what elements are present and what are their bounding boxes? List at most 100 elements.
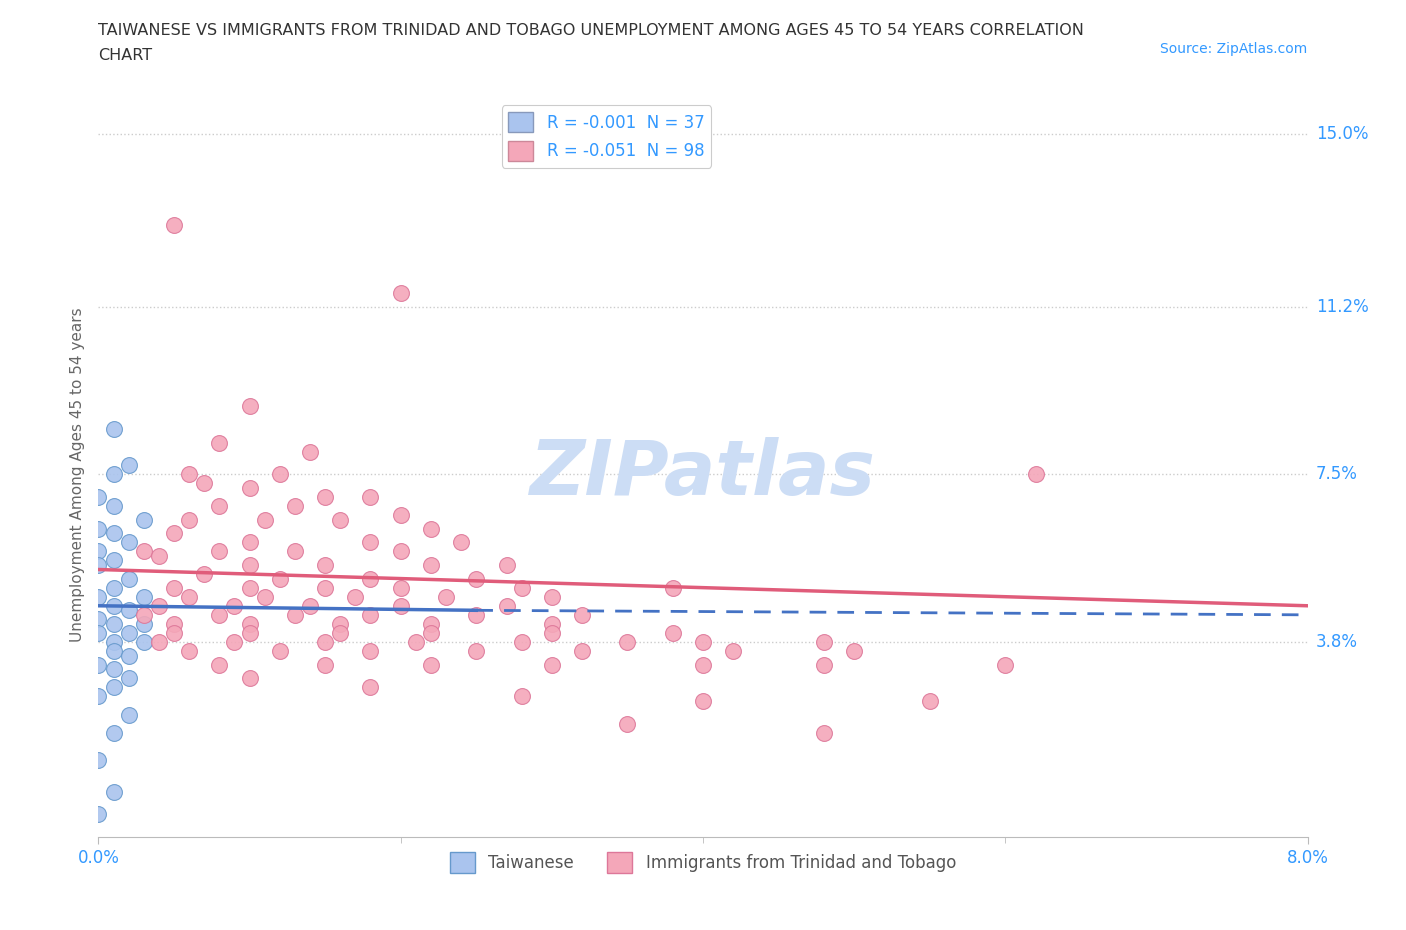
Point: [344, 590, 367, 604]
Point: [208, 498, 231, 513]
Point: [314, 558, 336, 573]
Point: [103, 580, 125, 595]
Point: [465, 644, 488, 658]
Text: TAIWANESE VS IMMIGRANTS FROM TRINIDAD AND TOBAGO UNEMPLOYMENT AMONG AGES 45 TO 5: TAIWANESE VS IMMIGRANTS FROM TRINIDAD AN…: [98, 23, 1084, 38]
Point: [269, 644, 291, 658]
Point: [118, 535, 141, 550]
Point: [465, 571, 488, 586]
Point: [103, 784, 125, 799]
Point: [239, 399, 262, 414]
Point: [813, 634, 835, 649]
Point: [239, 671, 262, 685]
Point: [540, 658, 562, 672]
Point: [571, 644, 593, 658]
Point: [239, 580, 262, 595]
Point: [87, 521, 110, 536]
Point: [844, 644, 866, 658]
Point: [118, 626, 141, 641]
Point: [208, 435, 231, 450]
Point: [132, 617, 155, 631]
Point: [132, 607, 155, 622]
Point: [163, 525, 186, 540]
Point: [299, 445, 322, 459]
Point: [103, 553, 125, 568]
Point: [224, 634, 246, 649]
Point: [360, 644, 382, 658]
Point: [239, 535, 262, 550]
Point: [253, 512, 276, 527]
Text: CHART: CHART: [98, 48, 152, 63]
Point: [87, 612, 110, 627]
Point: [103, 467, 125, 482]
Point: [540, 617, 562, 631]
Point: [299, 598, 322, 613]
Point: [87, 544, 110, 559]
Point: [132, 512, 155, 527]
Point: [208, 658, 231, 672]
Point: [253, 590, 276, 604]
Point: [148, 598, 170, 613]
Point: [360, 680, 382, 695]
Point: [1025, 467, 1047, 482]
Point: [103, 421, 125, 436]
Point: [284, 498, 307, 513]
Point: [118, 603, 141, 618]
Point: [148, 549, 170, 564]
Point: [314, 634, 336, 649]
Point: [616, 716, 638, 731]
Point: [103, 498, 125, 513]
Text: ZIPatlas: ZIPatlas: [530, 437, 876, 512]
Point: [420, 521, 443, 536]
Point: [510, 634, 533, 649]
Point: [510, 689, 533, 704]
Point: [495, 598, 517, 613]
Point: [692, 658, 714, 672]
Point: [87, 752, 110, 767]
Point: [87, 658, 110, 672]
Y-axis label: Unemployment Among Ages 45 to 54 years: Unemployment Among Ages 45 to 54 years: [69, 307, 84, 642]
Point: [389, 508, 412, 523]
Text: Source: ZipAtlas.com: Source: ZipAtlas.com: [1160, 42, 1308, 56]
Point: [692, 694, 714, 709]
Point: [148, 634, 170, 649]
Point: [103, 680, 125, 695]
Point: [389, 598, 412, 613]
Point: [87, 626, 110, 641]
Point: [314, 658, 336, 672]
Point: [132, 634, 155, 649]
Point: [389, 544, 412, 559]
Point: [405, 634, 427, 649]
Point: [269, 467, 291, 482]
Point: [224, 598, 246, 613]
Point: [103, 725, 125, 740]
Point: [132, 590, 155, 604]
Text: 11.2%: 11.2%: [1316, 298, 1368, 315]
Point: [314, 489, 336, 504]
Point: [360, 607, 382, 622]
Point: [208, 607, 231, 622]
Point: [284, 607, 307, 622]
Point: [118, 707, 141, 722]
Point: [163, 626, 186, 641]
Point: [420, 617, 443, 631]
Point: [208, 544, 231, 559]
Point: [389, 286, 412, 300]
Text: 3.8%: 3.8%: [1316, 633, 1358, 651]
Point: [540, 590, 562, 604]
Point: [723, 644, 745, 658]
Point: [329, 512, 352, 527]
Point: [450, 535, 472, 550]
Point: [389, 580, 412, 595]
Point: [87, 807, 110, 822]
Text: 15.0%: 15.0%: [1316, 126, 1368, 143]
Point: [661, 580, 683, 595]
Point: [163, 617, 186, 631]
Point: [179, 467, 201, 482]
Point: [118, 571, 141, 586]
Point: [692, 634, 714, 649]
Point: [661, 626, 683, 641]
Point: [193, 566, 215, 581]
Point: [360, 571, 382, 586]
Point: [87, 590, 110, 604]
Point: [269, 571, 291, 586]
